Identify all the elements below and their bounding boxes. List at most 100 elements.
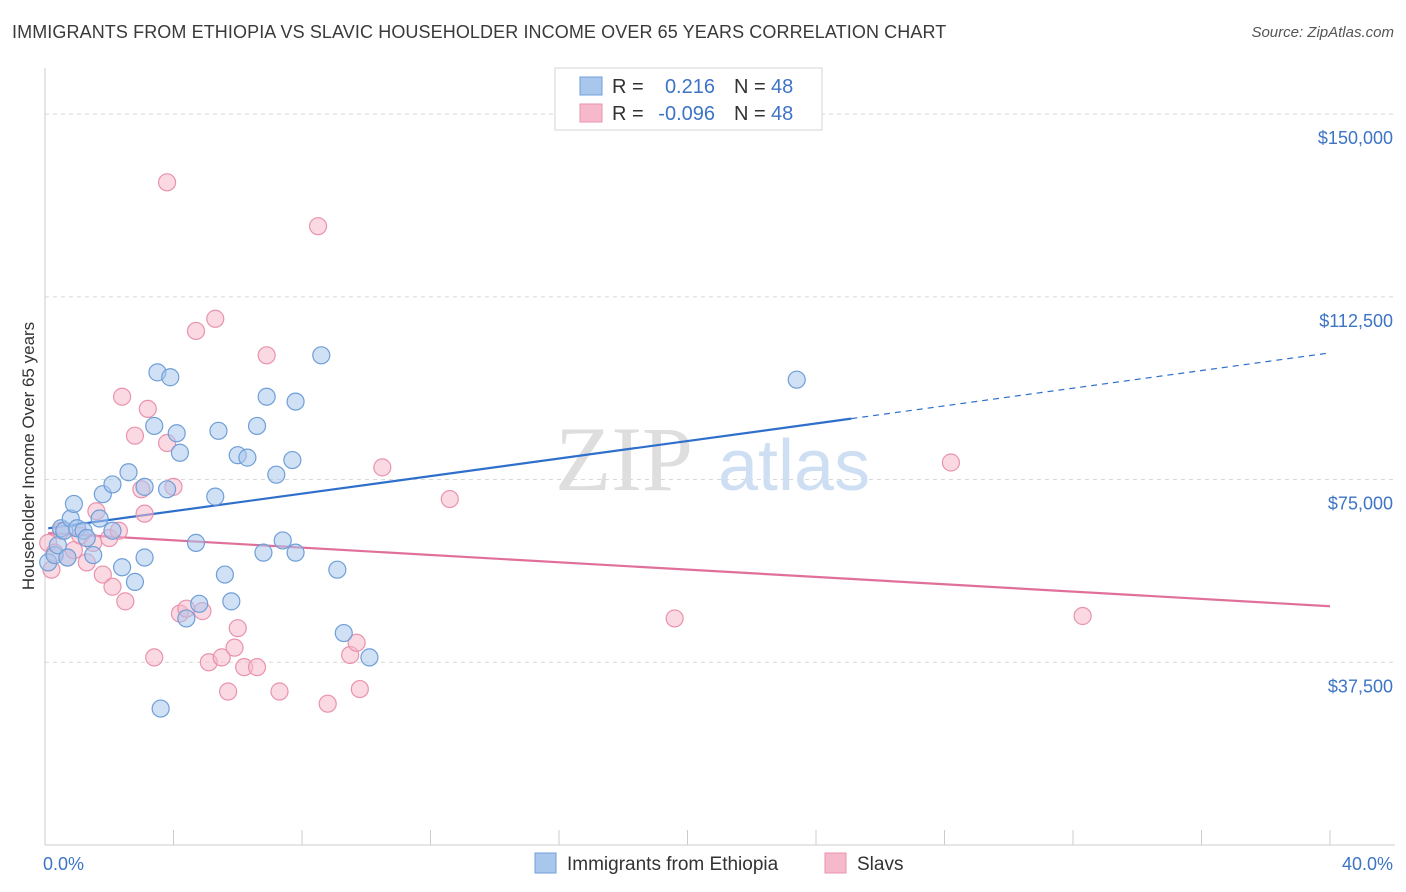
ethiopia-point-17 bbox=[119, 463, 138, 482]
watermark-zip: ZIP bbox=[555, 408, 693, 510]
slavs-point-40 bbox=[347, 633, 366, 652]
ethiopia-point-28 bbox=[177, 609, 196, 628]
slavs-point-32 bbox=[228, 619, 247, 638]
ethiopia-point-45 bbox=[328, 560, 347, 579]
ethiopia-point-15 bbox=[103, 475, 122, 494]
legend-r-value-2: -0.096 bbox=[658, 103, 715, 125]
slavs-point-9 bbox=[93, 565, 112, 584]
ethiopia-point-23 bbox=[157, 480, 177, 499]
ethiopia-point-11 bbox=[84, 545, 103, 565]
ethiopia-point-39 bbox=[267, 465, 286, 484]
ethiopia-point-24 bbox=[161, 368, 180, 387]
slavs-point-25 bbox=[186, 321, 206, 341]
chart-title: IMMIGRANTS FROM ETHIOPIA VS SLAVIC HOUSE… bbox=[12, 22, 947, 42]
trend-line-blue bbox=[48, 417, 852, 530]
slavs-point-13 bbox=[116, 592, 135, 611]
legend-n-label-1: N = bbox=[734, 76, 766, 98]
legend-box: R = 0.216 N = 48 R = -0.096 N = 48 bbox=[554, 67, 823, 131]
ethiopia-point-41 bbox=[283, 450, 302, 470]
slavs-point-17 bbox=[135, 504, 154, 523]
ethiopia-point-33 bbox=[222, 592, 241, 611]
slavs-point-21 bbox=[157, 173, 177, 192]
legend-n-value-2: 48 bbox=[771, 103, 793, 125]
ethiopia-point-29 bbox=[190, 594, 209, 613]
slavs-point-37 bbox=[308, 217, 328, 236]
ethiopia-point-30 bbox=[206, 487, 225, 506]
ethiopia-point-42 bbox=[286, 392, 305, 411]
slavs-point-44 bbox=[665, 609, 684, 628]
ethiopia-point-12 bbox=[90, 509, 109, 528]
slavs-point-19 bbox=[145, 648, 164, 667]
slavs-point-38 bbox=[318, 694, 337, 713]
y-tick-labels: $37,500 $75,000 $112,500 $150,000 bbox=[1318, 128, 1393, 696]
slavs-point-15 bbox=[125, 426, 145, 445]
ethiopia-point-26 bbox=[170, 443, 190, 462]
slavs-point-28 bbox=[206, 309, 225, 328]
ethiopia-point-49 bbox=[787, 370, 806, 389]
ethiopia-point-19 bbox=[135, 477, 154, 496]
ethiopia-point-20 bbox=[135, 548, 154, 567]
slavs-point-43 bbox=[440, 489, 459, 509]
ethiopia-point-18 bbox=[125, 572, 145, 591]
y-axis-label: Householder Income Over 65 years bbox=[19, 322, 38, 590]
legend-n-value-1: 48 bbox=[771, 76, 793, 98]
ethiopia-point-16 bbox=[112, 558, 132, 577]
ethiopia-point-35 bbox=[238, 448, 257, 467]
ethiopia-point-38 bbox=[257, 387, 276, 406]
ethiopia-point-25 bbox=[167, 424, 186, 443]
x-tick-label-0: 0.0% bbox=[43, 854, 84, 874]
ethiopia-point-43 bbox=[286, 543, 305, 562]
slavs-point-30 bbox=[219, 682, 238, 701]
legend-swatch-ethiopia bbox=[579, 76, 603, 96]
bottom-legend-label-ethiopia: Immigrants from Ethiopia bbox=[567, 854, 779, 875]
legend-swatch-slavs bbox=[579, 103, 603, 123]
slavs-point-41 bbox=[350, 679, 369, 699]
ethiopia-points bbox=[39, 346, 806, 718]
watermark: ZIP atlas bbox=[555, 408, 870, 510]
y-tick-label-1: $75,000 bbox=[1328, 494, 1393, 514]
ethiopia-point-27 bbox=[186, 533, 206, 552]
slavs-point-36 bbox=[270, 682, 289, 701]
ethiopia-point-46 bbox=[334, 623, 353, 643]
legend-r-value-1: 0.216 bbox=[665, 76, 715, 98]
slavs-point-35 bbox=[257, 346, 276, 365]
slavs-point-45 bbox=[941, 453, 961, 472]
bottom-legend-swatch-slavs bbox=[824, 852, 847, 874]
ethiopia-point-21 bbox=[145, 416, 164, 436]
slavs-point-18 bbox=[138, 399, 157, 419]
watermark-atlas: atlas bbox=[718, 426, 870, 506]
slavs-point-31 bbox=[225, 638, 244, 657]
ethiopia-point-7 bbox=[64, 494, 84, 514]
ethiopia-point-10 bbox=[77, 528, 96, 548]
y-tick-label-2: $112,500 bbox=[1319, 311, 1393, 331]
ethiopia-point-32 bbox=[215, 565, 234, 584]
ethiopia-point-14 bbox=[103, 521, 122, 540]
ethiopia-point-31 bbox=[209, 421, 228, 440]
bottom-legend: Immigrants from Ethiopia Slavs bbox=[534, 852, 903, 875]
legend-r-label-1: R = bbox=[612, 76, 644, 98]
slavs-point-14 bbox=[112, 387, 132, 406]
slavs-point-29 bbox=[212, 648, 231, 667]
bottom-legend-swatch-ethiopia bbox=[534, 852, 557, 874]
ethiopia-point-37 bbox=[254, 543, 273, 562]
ethiopia-point-40 bbox=[273, 531, 292, 550]
slavs-point-46 bbox=[1073, 606, 1092, 626]
ethiopia-point-47 bbox=[360, 648, 379, 667]
axes bbox=[44, 68, 1395, 846]
source-label: Source: ZipAtlas.com bbox=[1251, 24, 1394, 41]
trend-line-pink bbox=[48, 532, 1331, 608]
x-tick-labels: 0.0% 40.0% bbox=[43, 854, 1393, 874]
trend-line-dashed-blue bbox=[851, 352, 1331, 420]
y-tick-label-0: $37,500 bbox=[1328, 676, 1393, 696]
ethiopia-point-44 bbox=[312, 346, 331, 365]
slavs-point-42 bbox=[373, 458, 392, 477]
legend-n-label-2: N = bbox=[734, 103, 766, 125]
ethiopia-point-5 bbox=[58, 548, 77, 567]
y-tick-label-3: $150,000 bbox=[1318, 128, 1393, 148]
grid-lines bbox=[45, 113, 1395, 663]
legend-r-label-2: R = bbox=[612, 103, 644, 125]
ethiopia-point-48 bbox=[151, 699, 170, 718]
bottom-legend-label-slavs: Slavs bbox=[857, 854, 903, 875]
x-tick-label-1: 40.0% bbox=[1342, 854, 1393, 874]
